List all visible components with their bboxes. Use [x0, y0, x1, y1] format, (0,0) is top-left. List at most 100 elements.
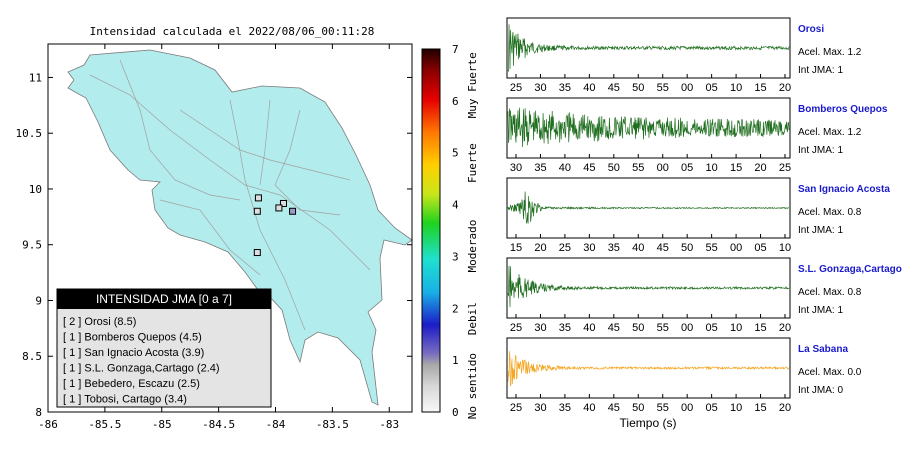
waveform-tick-label: 10 [730, 402, 742, 414]
waveform-tick-label: 55 [657, 402, 669, 414]
waveform-tick-label: 50 [632, 322, 644, 334]
waveform-tick-label: 45 [657, 242, 669, 254]
waveform-tick-label: 55 [706, 242, 718, 254]
colorbar-tick-label: 4 [452, 199, 459, 212]
map-y-tick-label: 9.5 [22, 239, 42, 252]
colorbar-tick-label: 7 [452, 43, 459, 56]
waveform-tick-label: 50 [632, 402, 644, 414]
waveform-tick-label: 00 [681, 82, 693, 94]
waveform-trace [507, 191, 790, 224]
station-name: S.L. Gonzaga,Cartago [798, 264, 902, 275]
waveform-tick-label: 05 [706, 322, 718, 334]
waveform-tick-label: 30 [534, 82, 546, 94]
colorbar-tick-label: 1 [452, 354, 459, 367]
map-x-tick-label: -83 [379, 418, 399, 431]
waveform-tick-label: 25 [779, 162, 791, 174]
waveform-tick-label: 15 [730, 162, 742, 174]
map-y-ticks: 11 10.5 10 9.5 9 8.5 8 [16, 71, 412, 419]
station-jma: Int JMA: 1 [798, 145, 843, 156]
station-accel: Acel. Max. 0.0 [798, 367, 862, 378]
waveform-trace [507, 265, 790, 308]
waveform-panels: 25 30 35 40 45 50 55 00 05 10 15 20 Orosi Acel. Max. … [506, 17, 902, 414]
waveform-tick-label: 40 [559, 162, 571, 174]
waveform-tick-label: 10 [730, 322, 742, 334]
station-jma: Int JMA: 1 [798, 305, 843, 316]
waveform-tick-label: 30 [534, 322, 546, 334]
map-y-tick-label: 8 [35, 406, 42, 419]
map-x-tick-label: -85.5 [88, 418, 121, 431]
colorbar-category-label: No sentido [466, 353, 479, 419]
legend-entry: [ 1 ] Tobosi, Cartago (3.4) [63, 394, 187, 406]
station-name: San Ignacio Acosta [798, 184, 890, 195]
station-accel: Acel. Max. 0.8 [798, 287, 862, 298]
waveform-tick-label: 25 [510, 82, 522, 94]
waveform-tick-label: 25 [510, 322, 522, 334]
waveform-tick-label: 55 [657, 322, 669, 334]
map-x-tick-label: -83.5 [316, 418, 349, 431]
waveform-xlabel: Tiempo (s) [620, 416, 677, 430]
map-x-tick-label: -84.5 [202, 418, 235, 431]
map-x-tick-label: -85 [152, 418, 172, 431]
waveform-tick-label: 45 [608, 402, 620, 414]
waveform-tick-label: 15 [754, 402, 766, 414]
map-y-tick-label: 10 [29, 183, 42, 196]
waveform-tick-label: 00 [657, 162, 669, 174]
waveform-tick-label: 40 [583, 322, 595, 334]
station-marker [253, 207, 261, 215]
station-jma: Int JMA: 0 [798, 385, 843, 396]
waveform-tick-label: 35 [559, 82, 571, 94]
waveform-trace [507, 107, 790, 148]
waveform-tick-label: 15 [510, 242, 522, 254]
waveform-tick-label: 50 [681, 242, 693, 254]
map-x-tick-label: -84 [266, 418, 286, 431]
waveform-panel: 25 30 35 40 45 50 55 00 05 10 15 20 S.L. Gonzaga,Car… [506, 257, 902, 334]
waveform-tick-label: 55 [632, 162, 644, 174]
legend: INTENSIDAD JMA [0 a 7] [ 2 ] Orosi (8.5)… [56, 288, 272, 408]
waveform-tick-label: 20 [779, 322, 791, 334]
waveform-panel: 15 20 25 30 35 40 45 50 55 00 05 10 San Ignacio Acos… [506, 177, 890, 254]
colorbar-categories: No sentido Debil Moderado Fuerte Muy Fuerte [466, 52, 479, 419]
station-accel: Acel. Max. 0.8 [798, 207, 862, 218]
colorbar-tick-label: 6 [452, 95, 459, 108]
legend-title-bar [57, 289, 271, 309]
waveform-tick-label: 25 [559, 242, 571, 254]
waveform-tick-label: 15 [754, 322, 766, 334]
country-land [67, 49, 413, 406]
colorbar-category-label: Muy Fuerte [466, 52, 479, 118]
legend-entry: [ 1 ] S.L. Gonzaga,Cartago (2.4) [63, 363, 220, 375]
waveform-tick-label: 50 [632, 82, 644, 94]
waveform-tick-label: 35 [559, 402, 571, 414]
station-marker [253, 249, 261, 257]
station-name: La Sabana [798, 344, 848, 355]
waveform-tick-label: 20 [779, 402, 791, 414]
colorbar-tick-label: 2 [452, 302, 459, 315]
waveform-panel: 25 30 35 40 45 50 55 00 05 10 15 20 La Sabana Acel. M… [506, 337, 862, 414]
waveform-tick-label: 40 [583, 402, 595, 414]
waveform-tick-label: 00 [681, 322, 693, 334]
map-y-tick-label: 11 [29, 71, 42, 84]
station-marker [254, 194, 262, 202]
waveform-tick-label: 55 [657, 82, 669, 94]
legend-title: INTENSIDAD JMA [0 a 7] [96, 292, 232, 306]
station-name: Orosi [798, 24, 824, 35]
map-frame [47, 43, 413, 413]
waveform-panel: 25 30 35 40 45 50 55 00 05 10 15 20 Orosi Acel. Max. … [506, 17, 862, 94]
colorbar-category-label: Moderado [466, 220, 479, 273]
map-y-tick-label: 9 [35, 294, 42, 307]
roads [89, 59, 371, 331]
legend-entry: [ 1 ] Bomberos Quepos (4.5) [63, 332, 202, 344]
map-y-tick-label: 10.5 [16, 127, 43, 140]
waveform-tick-label: 20 [754, 162, 766, 174]
stations-layer [253, 194, 297, 257]
waveform-tick-label: 30 [534, 402, 546, 414]
waveform-tick-label: 25 [510, 402, 522, 414]
colorbar-tick-label: 3 [452, 250, 459, 263]
colorbar-tick-label: 0 [452, 406, 459, 419]
waveform-tick-label: 35 [559, 322, 571, 334]
map-title: Intensidad calculada el 2022/08/06_00:11… [90, 25, 375, 38]
legend-entry: [ 1 ] San Ignacio Acosta (3.9) [63, 347, 204, 359]
waveform-tick-label: 30 [510, 162, 522, 174]
waveform-tick-label: 40 [632, 242, 644, 254]
waveform-tick-label: 40 [583, 82, 595, 94]
